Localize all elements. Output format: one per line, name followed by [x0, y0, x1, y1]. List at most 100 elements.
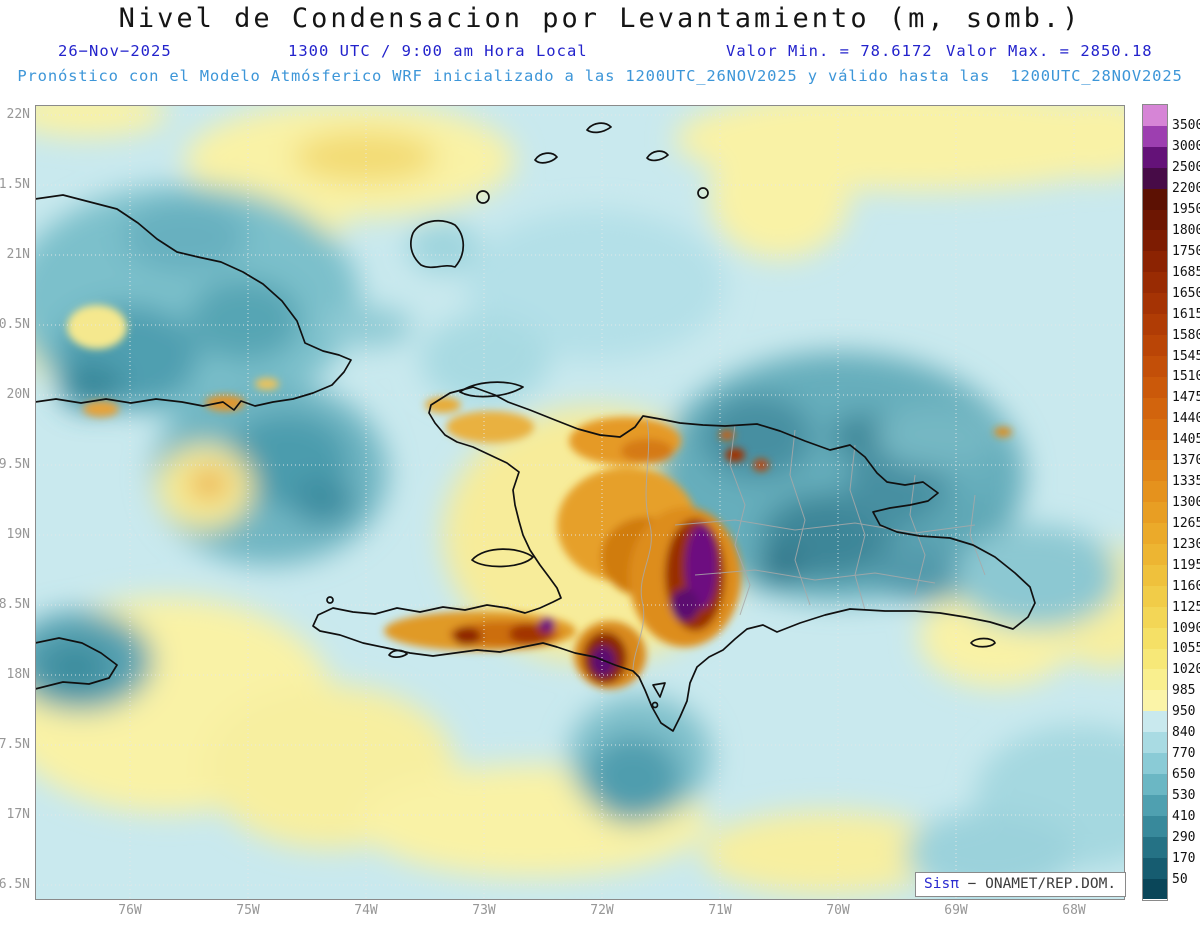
colorbar-cell [1143, 669, 1167, 691]
island-grand-turk [697, 187, 709, 199]
lat-label: 21N [6, 247, 30, 262]
map-frame [35, 105, 1125, 900]
lat-label: 1.5N [0, 177, 30, 192]
colorbar-label: 770 [1172, 746, 1196, 762]
colorbar-labels: 3500 3000 2500 2200 1950 1800 1750 1685 1650 1615… [1172, 105, 1200, 900]
colorbar-cell [1143, 125, 1167, 147]
lon-label: 76W [118, 903, 142, 918]
colorbar-label: 1265 [1172, 515, 1200, 531]
colorbar-cell [1143, 397, 1167, 419]
colorbar-label: 2500 [1172, 160, 1200, 176]
grid-lines [35, 105, 1125, 900]
header-meta-row: 26−Nov−2025 1300 UTC / 9:00 am Hora Loca… [0, 42, 1200, 62]
colorbar-label: 1510 [1172, 369, 1200, 385]
lat-label: 17N [6, 807, 30, 822]
island-little-inagua [476, 190, 490, 204]
colorbar-cell [1143, 146, 1167, 168]
colorbar-label: 50 [1172, 871, 1188, 887]
colorbar-label: 2200 [1172, 181, 1200, 197]
colorbar-label: 1950 [1172, 202, 1200, 218]
colorbar-cell [1143, 334, 1167, 356]
colorbar-cell [1143, 460, 1167, 482]
admin-boundaries [632, 419, 986, 672]
colorbar-label: 1800 [1172, 223, 1200, 239]
colorbar-cell [1143, 648, 1167, 670]
colorbar-label: 650 [1172, 766, 1196, 782]
island-great-inagua [410, 220, 465, 269]
colorbar-cell [1143, 606, 1167, 628]
island-caicos-2 [586, 122, 612, 134]
lon-axis: 76W 75W 74W 73W 72W 71W 70W 69W 68W [35, 903, 1125, 923]
colorbar-cell [1143, 690, 1167, 712]
colorbar-label: 1335 [1172, 474, 1200, 490]
colorbar-label: 3500 [1172, 118, 1200, 134]
colorbar [1142, 104, 1168, 901]
coastline-hispaniola [312, 386, 1036, 732]
colorbar-cell [1143, 794, 1167, 816]
lon-label: 70W [826, 903, 850, 918]
colorbar-label: 530 [1172, 787, 1196, 803]
colorbar-label: 1405 [1172, 432, 1200, 448]
lat-label: 19N [6, 527, 30, 542]
colorbar-cell [1143, 836, 1167, 858]
colorbar-cell [1143, 230, 1167, 252]
lon-label: 74W [354, 903, 378, 918]
colorbar-label: 170 [1172, 850, 1196, 866]
island-caicos-1 [534, 152, 558, 164]
map-area [35, 105, 1125, 900]
colorbar-cell [1143, 272, 1167, 294]
lon-label: 68W [1062, 903, 1086, 918]
colorbar-label: 1615 [1172, 306, 1200, 322]
colorbar-label: 1160 [1172, 578, 1200, 594]
island-ile-a-vache [388, 649, 408, 658]
lat-label: 0.5N [0, 317, 30, 332]
lon-label: 73W [472, 903, 496, 918]
colorbar-cell [1143, 209, 1167, 231]
colorbar-cell [1143, 314, 1167, 335]
colorbar-cell [1143, 627, 1167, 649]
colorbar-cell [1143, 857, 1167, 879]
lat-axis: 22N 1.5N 21N 0.5N 20N 9.5N 19N 8.5N 18N 7.5N 17N 6.… [0, 105, 33, 900]
colorbar-cell [1143, 167, 1167, 189]
colorbar-label: 1545 [1172, 348, 1200, 364]
colorbar-cell [1143, 878, 1167, 900]
page-title: Nivel de Condensacion por Levantamiento … [118, 3, 1082, 34]
lat-label: 20N [6, 387, 30, 402]
map-canvas [35, 105, 1125, 900]
island-alto-velo [651, 701, 659, 709]
colorbar-cell [1143, 188, 1167, 210]
colorbar-cell [1143, 564, 1167, 586]
island-navassa [326, 596, 334, 604]
lat-label: 22N [6, 107, 30, 122]
colorbar-cell [1143, 481, 1167, 503]
colorbar-label: 1125 [1172, 599, 1200, 615]
colorbar-label: 1685 [1172, 264, 1200, 280]
colorbar-cell [1143, 815, 1167, 837]
colorbar-cell [1143, 105, 1167, 126]
field-base-layer [35, 105, 1125, 895]
lon-label: 71W [708, 903, 732, 918]
colorbar-cell [1143, 711, 1167, 733]
island-beata [652, 682, 666, 698]
colorbar-cell [1143, 732, 1167, 754]
coastlines [35, 122, 1036, 732]
colorbar-cell [1143, 544, 1167, 565]
coastline-jamaica [35, 637, 118, 690]
colorbar-cell [1143, 774, 1167, 795]
colorbar-label: 1055 [1172, 641, 1200, 657]
colorbar-label: 1195 [1172, 557, 1200, 573]
colorbar-cell [1143, 585, 1167, 607]
colorbar-label: 1475 [1172, 390, 1200, 406]
lat-label: 6.5N [0, 877, 30, 892]
island-caicos-3 [646, 150, 669, 162]
lat-label: 7.5N [0, 737, 30, 752]
colorbar-cell [1143, 523, 1167, 545]
colorbar-label: 290 [1172, 829, 1196, 845]
lon-label: 72W [590, 903, 614, 918]
colorbar-cell [1143, 439, 1167, 461]
lat-label: 8.5N [0, 597, 30, 612]
coastline-cuba [35, 194, 352, 411]
colorbar-label: 950 [1172, 704, 1196, 720]
colorbar-label: 3000 [1172, 139, 1200, 155]
